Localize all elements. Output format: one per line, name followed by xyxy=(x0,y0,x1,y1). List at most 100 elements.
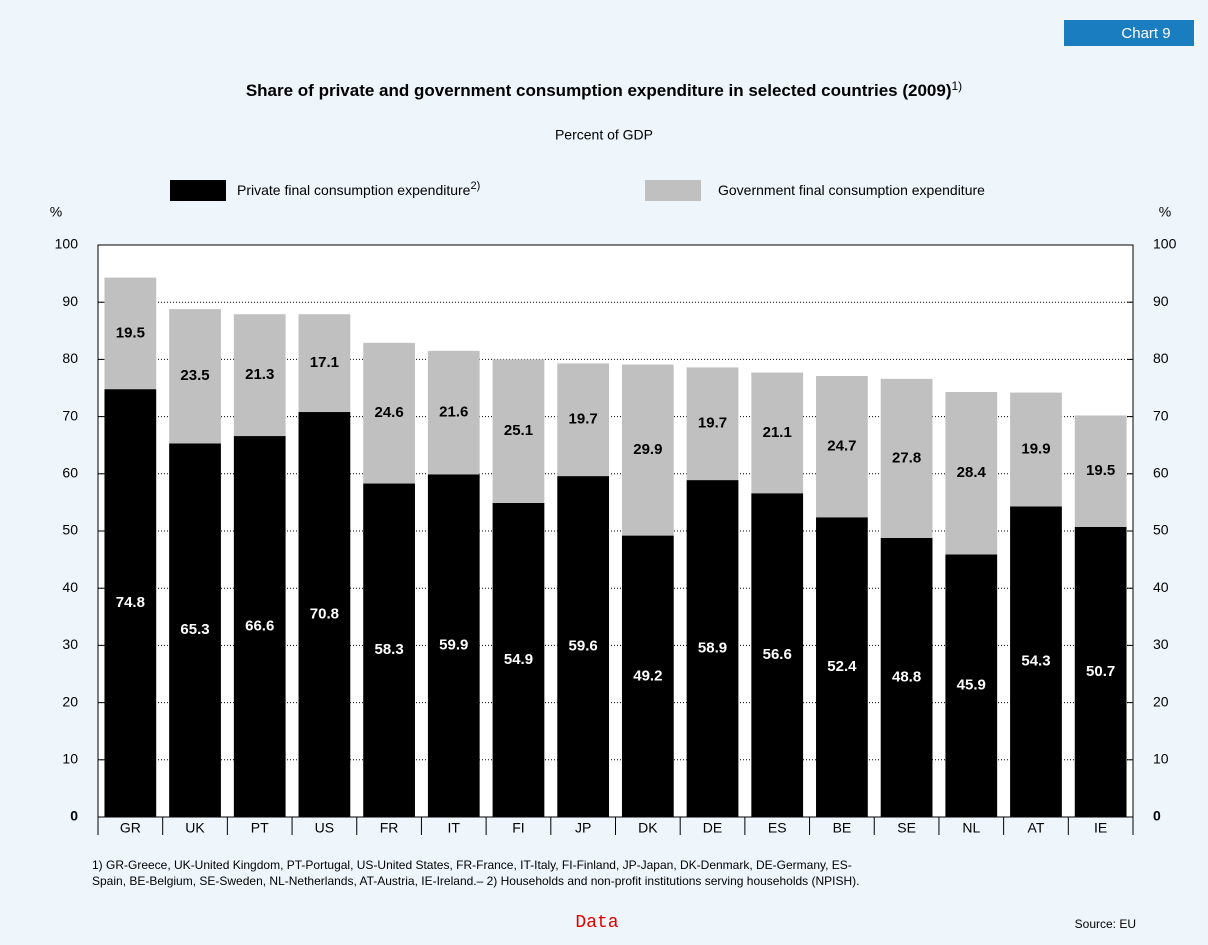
legend-swatch xyxy=(645,180,701,201)
bar-segment xyxy=(169,443,221,817)
subtitle: Percent of GDP xyxy=(555,127,653,143)
value-label: 59.9 xyxy=(439,637,468,654)
value-label: 24.6 xyxy=(374,404,403,421)
y-tick-label-right: 20 xyxy=(1153,693,1169,709)
value-label: 17.1 xyxy=(310,354,339,371)
bar-segment xyxy=(363,342,415,484)
bar-segment xyxy=(492,502,545,817)
badge-box xyxy=(1064,20,1194,46)
bar-segment xyxy=(169,309,221,444)
value-label: 21.1 xyxy=(763,424,792,441)
value-label: 19.7 xyxy=(569,411,598,428)
value-label: 27.8 xyxy=(892,449,921,466)
value-label: 29.9 xyxy=(633,441,662,458)
x-tick-label: AT xyxy=(1028,820,1045,836)
y-tick-label-right: 40 xyxy=(1153,579,1169,595)
bar-segment xyxy=(298,314,351,413)
y-tick-label-right: 50 xyxy=(1153,522,1169,538)
y-tick-label-right: 60 xyxy=(1153,465,1169,481)
legend-label: Government final consumption expenditure xyxy=(718,182,985,198)
x-tick-label: NL xyxy=(962,820,980,836)
legend-text: Government final consumption expenditure xyxy=(718,182,985,198)
legend-label: Private final consumption expenditure2) xyxy=(237,180,480,198)
legend-note: 2) xyxy=(470,180,480,192)
value-label: 65.3 xyxy=(180,621,209,638)
bar-segment xyxy=(1074,415,1127,527)
bar-segment xyxy=(1074,526,1127,817)
y-tick-label: 60 xyxy=(62,465,78,481)
value-label: 21.6 xyxy=(439,404,468,421)
value-label: 74.8 xyxy=(116,594,145,611)
x-tick-label: GR xyxy=(120,820,141,836)
y-tick-label-right: 0 xyxy=(1153,808,1161,824)
value-label: 52.4 xyxy=(827,658,857,675)
value-label: 58.9 xyxy=(698,640,727,657)
bar-segment xyxy=(751,372,804,494)
value-label: 23.5 xyxy=(180,367,209,384)
value-label: 45.9 xyxy=(957,677,986,694)
value-label: 48.8 xyxy=(892,668,921,685)
y-tick-label: 100 xyxy=(55,236,79,252)
x-tick-label: FI xyxy=(512,820,524,836)
y-tick-label: 40 xyxy=(62,579,78,595)
value-label: 50.7 xyxy=(1086,663,1115,680)
badge: Chart 9 xyxy=(1121,25,1170,42)
bar-segment xyxy=(686,367,739,481)
bar-segment xyxy=(945,392,998,555)
x-tick-label: BE xyxy=(833,820,852,836)
title-text: Share of private and government consumpt… xyxy=(246,81,952,100)
bar-segment xyxy=(1010,506,1062,817)
bar-segment xyxy=(104,277,157,390)
y-axis-label-right: % xyxy=(1159,204,1171,220)
bar-segment xyxy=(557,476,610,817)
bar-segment xyxy=(1010,392,1062,507)
bar-segment xyxy=(427,350,480,475)
x-tick-label: UK xyxy=(185,820,205,836)
y-tick-label: 70 xyxy=(62,407,78,423)
bar-segment xyxy=(557,363,610,477)
bar-segment xyxy=(363,483,415,817)
y-tick-label-right: 80 xyxy=(1153,350,1169,366)
y-tick-label-right: 30 xyxy=(1153,636,1169,652)
y-tick-label: 80 xyxy=(62,350,78,366)
y-tick-label-right: 100 xyxy=(1153,236,1177,252)
value-label: 19.5 xyxy=(116,324,145,341)
y-tick-label: 30 xyxy=(62,636,78,652)
x-tick-label: FR xyxy=(380,820,399,836)
value-label: 49.2 xyxy=(633,667,662,684)
value-label: 19.5 xyxy=(1086,462,1115,479)
value-label: 19.9 xyxy=(1021,440,1050,457)
value-label: 58.3 xyxy=(374,641,403,658)
bar-segment xyxy=(104,389,157,817)
value-label: 70.8 xyxy=(310,605,339,622)
bar-segment xyxy=(492,359,545,503)
x-tick-label: DE xyxy=(703,820,722,836)
bar-segment xyxy=(233,436,286,817)
y-tick-label: 0 xyxy=(70,808,78,824)
legend-swatch xyxy=(170,180,226,201)
value-label: 24.7 xyxy=(827,438,856,455)
value-label: 25.1 xyxy=(504,422,533,439)
data-link[interactable]: Data xyxy=(575,913,618,933)
y-tick-label: 20 xyxy=(62,693,78,709)
x-tick-label: ES xyxy=(768,820,787,836)
x-tick-label: DK xyxy=(638,820,658,836)
value-label: 54.9 xyxy=(504,651,533,668)
bar-segment xyxy=(816,517,868,817)
value-label: 66.6 xyxy=(245,617,274,634)
bar-segment xyxy=(621,535,674,817)
value-label: 56.6 xyxy=(763,646,792,663)
value-label: 54.3 xyxy=(1021,653,1050,670)
y-tick-label-right: 10 xyxy=(1153,751,1169,767)
chart-title: Share of private and government consumpt… xyxy=(246,79,962,100)
x-tick-label: IT xyxy=(448,820,461,836)
source: Source: EU xyxy=(1075,917,1136,931)
x-tick-label: IE xyxy=(1094,820,1107,836)
bar-segment xyxy=(880,537,933,817)
value-label: 59.6 xyxy=(569,638,598,655)
bar-segment xyxy=(945,554,998,817)
x-tick-label: US xyxy=(315,820,334,836)
bar-segment xyxy=(427,474,480,817)
x-tick-label: SE xyxy=(897,820,916,836)
